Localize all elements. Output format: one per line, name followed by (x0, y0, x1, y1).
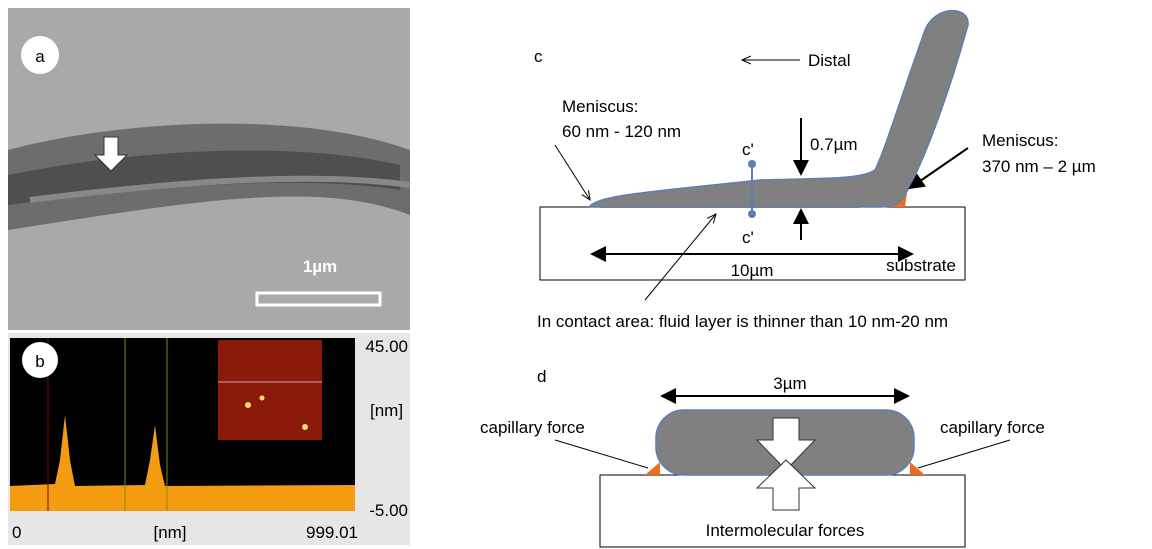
figure: a 1µm b 45.00 [nm] -5.00 0 [nm] 999.01 1… (0, 0, 1152, 549)
panel-b: b 45.00 [nm] -5.00 0 [nm] 999.01 1 [µm] … (8, 333, 410, 545)
force-left: capillary force (480, 418, 585, 437)
pointer (555, 440, 648, 468)
panel-a: a 1µm (8, 8, 410, 330)
panel-label: d (537, 367, 546, 386)
particle (260, 396, 265, 401)
height-label: 0.7µm (810, 135, 858, 154)
scale-label: 1µm (303, 257, 337, 276)
panel-label: c (534, 47, 543, 66)
panel-label: a (35, 47, 45, 66)
meniscus-right-range: 370 nm – 2 µm (982, 157, 1096, 176)
meniscus-left-title: Meniscus: (562, 97, 639, 116)
inset-x-left: 0 (222, 448, 231, 467)
section-top: c' (742, 140, 754, 159)
section-dot (748, 210, 756, 218)
meniscus-right-title: Meniscus: (982, 131, 1059, 150)
pointer (555, 145, 590, 200)
y-min: -5.00 (369, 501, 408, 520)
particle (302, 424, 308, 430)
panel-label: b (35, 352, 44, 371)
width-label: 3µm (773, 374, 806, 393)
bottom-force: Intermolecular forces (706, 521, 865, 540)
particle (245, 402, 251, 408)
cantilever (590, 11, 968, 207)
force-right: capillary force (940, 418, 1045, 437)
panel-d: d 3µm capillary force capillary force In… (480, 367, 1045, 547)
panel-c: c Distal Meniscus: 60 nm - 120 nm c' c' … (534, 11, 1096, 331)
direction-label: Distal (808, 51, 851, 70)
y-unit: [nm] (370, 401, 403, 420)
x-min: 0 (12, 523, 21, 542)
contact-note: In contact area: fluid layer is thinner … (537, 312, 948, 331)
section-dot (748, 160, 756, 168)
inset-x-right: 1 (328, 448, 337, 467)
pointer (918, 440, 1010, 468)
meniscus-left-range: 60 nm - 120 nm (562, 122, 681, 141)
x-unit: [nm] (153, 523, 186, 542)
length-label: 10µm (731, 261, 774, 280)
inset-x-unit: [µm] (263, 448, 296, 467)
section-bottom: c' (742, 228, 754, 247)
substrate-label: substrate (886, 256, 956, 275)
inset-y-unit: [µm] (338, 375, 357, 408)
y-max: 45.00 (365, 337, 408, 356)
x-max: 999.01 (306, 523, 358, 542)
inset-y-top: 1 (336, 337, 345, 356)
